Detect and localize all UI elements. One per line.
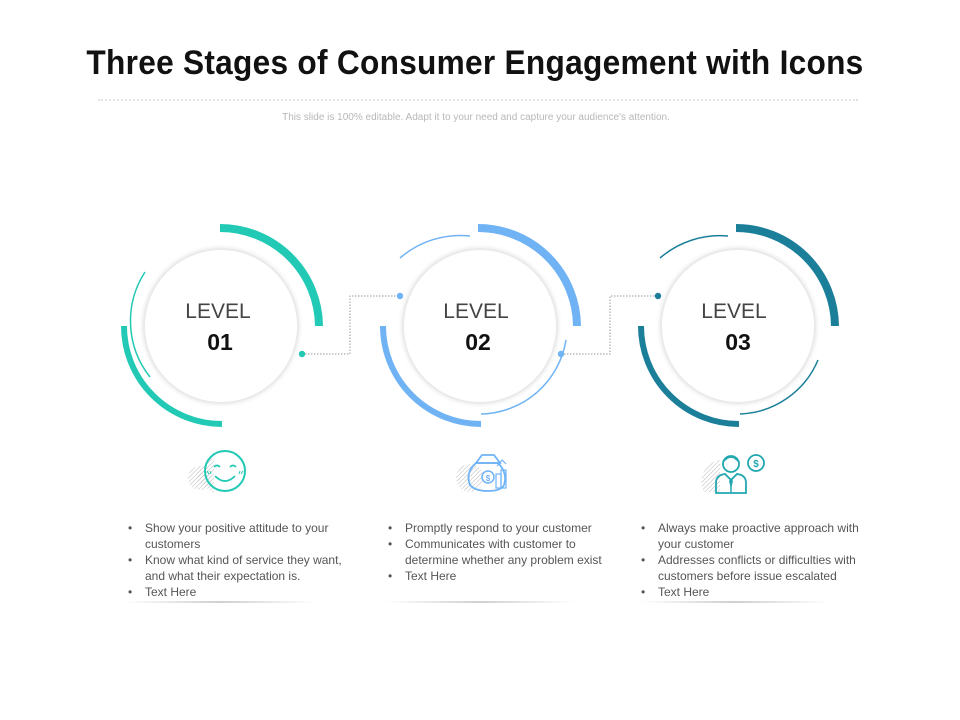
level-1-connector-dot [298, 350, 306, 358]
list-item: Text Here [125, 584, 350, 600]
list-item: Addresses conflicts or difficulties with… [638, 552, 863, 584]
svg-text:$: $ [753, 459, 759, 470]
list-item: Always make proactive approach with your… [638, 520, 863, 552]
level-1-word: LEVEL [185, 300, 250, 323]
list-item: Promptly respond to your customer [385, 520, 610, 536]
level-3-inner-arc [659, 234, 729, 259]
level-2-ring: LEVEL 02 [380, 224, 581, 427]
level-3-number: 03 [725, 329, 751, 355]
slide-subtitle: This slide is 100% editable. Adapt it to… [282, 112, 670, 123]
connector-line-2-3 [561, 295, 658, 355]
money-bag-growth-icon: $ [456, 454, 507, 492]
connector-line-1-2 [302, 295, 400, 355]
level-1-ring: LEVEL 01 [121, 224, 323, 427]
businessman-dollar-icon: $ [701, 454, 765, 494]
level-1-inner-arc-left [129, 271, 151, 378]
level-3-outer-arc-bottom [638, 325, 740, 427]
list-item: Show your positive attitude to your cust… [125, 520, 350, 552]
level-1-bullets: Show your positive attitude to your cust… [125, 520, 350, 600]
level-3-outer-arc [735, 224, 839, 327]
level-2-number: 02 [465, 329, 491, 355]
level-3-connector-dot [654, 292, 662, 300]
smiley-face-icon [188, 450, 246, 494]
level-1-number: 01 [207, 329, 233, 355]
list-item: Know what kind of service they want, and… [125, 552, 350, 584]
level-1-inner-arc [231, 229, 309, 281]
level-1-underline [125, 601, 315, 603]
slide-title: Three Stages of Consumer Engagement with… [86, 44, 864, 82]
level-2-connector-dot-left [396, 292, 404, 300]
svg-text:$: $ [486, 474, 491, 483]
title-divider [98, 99, 858, 101]
level-2-connector-dot-right [557, 350, 565, 358]
list-item: Text Here [385, 568, 610, 584]
level-3-inner-circle [660, 248, 816, 404]
level-1-outer-arc-bottom [121, 325, 223, 427]
level-2-outer-arc [477, 224, 581, 327]
level-3-bullets: Always make proactive approach with your… [638, 520, 863, 600]
level-3-inner-arc-right [739, 359, 819, 415]
level-2-bullets: Promptly respond to your customer Commun… [385, 520, 610, 584]
level-3-word: LEVEL [701, 300, 766, 323]
level-2-outer-arc-bottom [380, 325, 482, 427]
level-2-inner-circle [402, 248, 558, 404]
level-3-underline [640, 601, 830, 603]
level-2-underline [385, 601, 575, 603]
level-2-inner-arc [399, 234, 471, 259]
level-1-inner-circle [143, 248, 299, 404]
list-item: Text Here [638, 584, 863, 600]
level-3-ring: LEVEL 03 [638, 224, 839, 427]
list-item: Communicates with customer to determine … [385, 536, 610, 568]
level-2-word: LEVEL [443, 300, 508, 323]
